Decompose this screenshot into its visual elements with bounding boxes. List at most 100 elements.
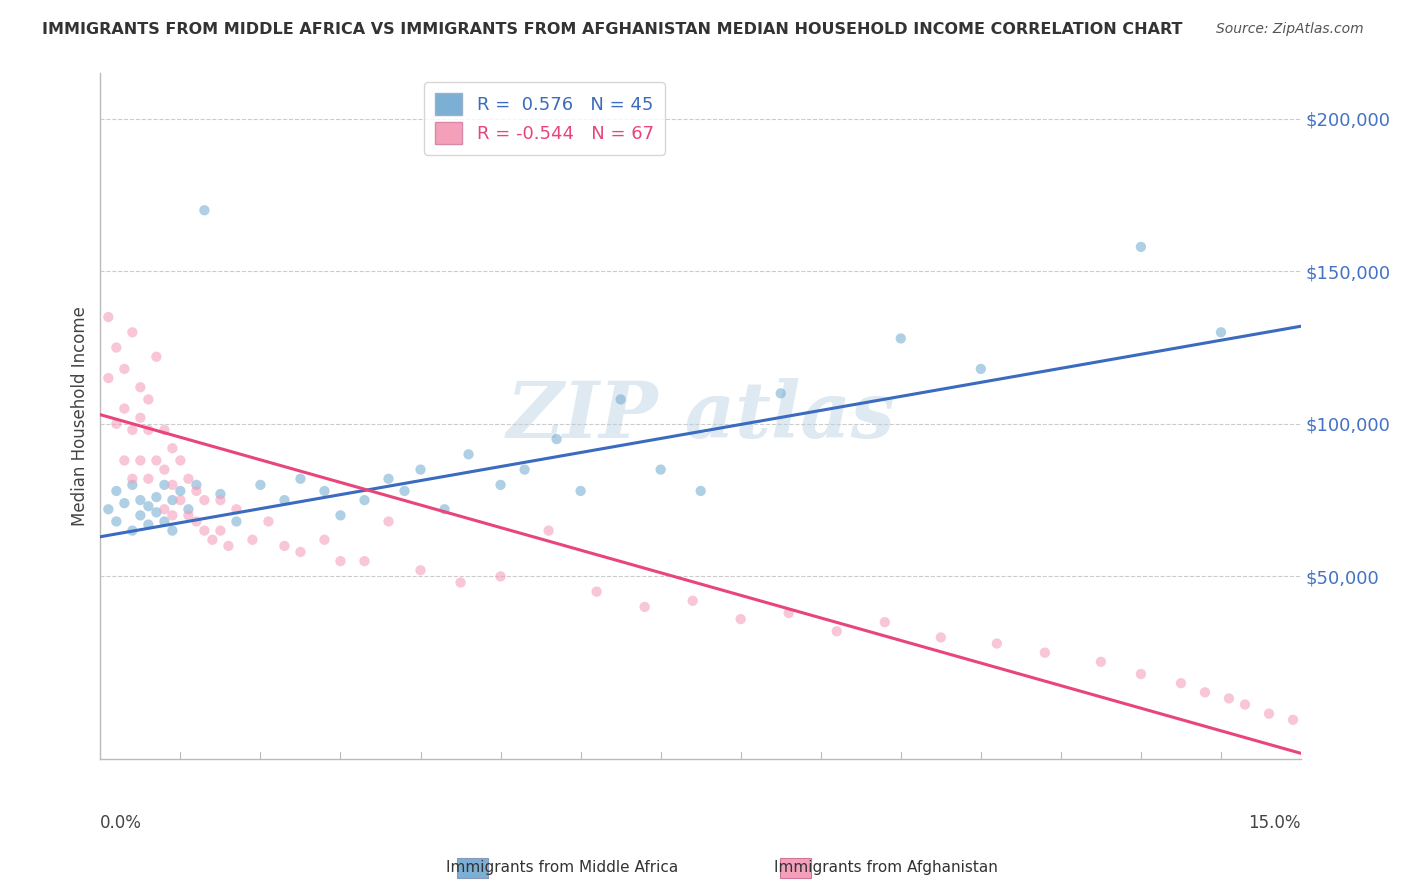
Point [682, 594, 704, 608]
Text: Source: ZipAtlas.com: Source: ZipAtlas.com [1216, 22, 1364, 37]
Point [778, 606, 800, 620]
Point [290, 472, 312, 486]
Point [1129, 240, 1152, 254]
Point [193, 203, 215, 218]
Point [169, 453, 191, 467]
Point [209, 487, 232, 501]
Point [569, 483, 592, 498]
Point [650, 462, 672, 476]
Point [129, 493, 152, 508]
Point [1033, 646, 1056, 660]
Point [353, 493, 375, 508]
Point [314, 483, 336, 498]
Point [112, 362, 135, 376]
Y-axis label: Median Household Income: Median Household Income [72, 306, 89, 526]
Point [209, 493, 232, 508]
Text: Immigrants from Middle Africa: Immigrants from Middle Africa [446, 860, 679, 874]
Point [162, 493, 184, 508]
Point [273, 493, 295, 508]
Point [121, 423, 143, 437]
Point [97, 310, 120, 324]
Point [873, 615, 896, 629]
Point [169, 483, 191, 498]
Point [177, 472, 200, 486]
Point [457, 447, 479, 461]
Point [153, 515, 176, 529]
Point [217, 539, 239, 553]
Point [153, 462, 176, 476]
Point [129, 508, 152, 523]
Point [489, 569, 512, 583]
Point [585, 584, 607, 599]
Point [145, 505, 167, 519]
Point [986, 636, 1008, 650]
Text: 0.0%: 0.0% [100, 814, 142, 832]
Point [186, 483, 208, 498]
Point [890, 331, 912, 345]
Point [129, 410, 152, 425]
Point [273, 539, 295, 553]
Point [290, 545, 312, 559]
Point [201, 533, 224, 547]
Point [112, 453, 135, 467]
Point [121, 478, 143, 492]
Point [409, 563, 432, 577]
Point [105, 341, 128, 355]
Point [609, 392, 631, 407]
Point [730, 612, 752, 626]
Point [634, 599, 657, 614]
Text: IMMIGRANTS FROM MIDDLE AFRICA VS IMMIGRANTS FROM AFGHANISTAN MEDIAN HOUSEHOLD IN: IMMIGRANTS FROM MIDDLE AFRICA VS IMMIGRA… [42, 22, 1182, 37]
Point [138, 472, 160, 486]
Point [1090, 655, 1112, 669]
Point [1129, 667, 1152, 681]
Point [138, 423, 160, 437]
Point [145, 350, 167, 364]
Point [186, 515, 208, 529]
Point [105, 417, 128, 431]
Point [225, 515, 247, 529]
Point [513, 462, 536, 476]
Point [145, 490, 167, 504]
Point [138, 517, 160, 532]
Text: 15.0%: 15.0% [1249, 814, 1301, 832]
Point [121, 326, 143, 340]
Point [489, 478, 512, 492]
Point [825, 624, 848, 639]
Point [162, 478, 184, 492]
Point [193, 493, 215, 508]
Point [537, 524, 560, 538]
Text: ZIP atlas: ZIP atlas [506, 378, 896, 454]
Point [97, 502, 120, 516]
Point [129, 380, 152, 394]
Point [329, 554, 352, 568]
Point [1209, 326, 1232, 340]
Point [329, 508, 352, 523]
Point [353, 554, 375, 568]
Point [1170, 676, 1192, 690]
Point [162, 508, 184, 523]
Text: Immigrants from Afghanistan: Immigrants from Afghanistan [773, 860, 998, 874]
Point [314, 533, 336, 547]
Point [105, 515, 128, 529]
Point [1218, 691, 1240, 706]
Point [225, 502, 247, 516]
Point [1282, 713, 1305, 727]
Point [394, 483, 416, 498]
Point [450, 575, 472, 590]
Legend: R =  0.576   N = 45, R = -0.544   N = 67: R = 0.576 N = 45, R = -0.544 N = 67 [425, 82, 665, 155]
Point [162, 442, 184, 456]
Point [929, 631, 952, 645]
Point [169, 493, 191, 508]
Point [153, 502, 176, 516]
Point [409, 462, 432, 476]
Point [1233, 698, 1256, 712]
Point [249, 478, 271, 492]
Point [377, 472, 399, 486]
Point [121, 524, 143, 538]
Point [177, 508, 200, 523]
Point [153, 423, 176, 437]
Point [242, 533, 264, 547]
Point [177, 502, 200, 516]
Point [257, 515, 280, 529]
Point [193, 524, 215, 538]
